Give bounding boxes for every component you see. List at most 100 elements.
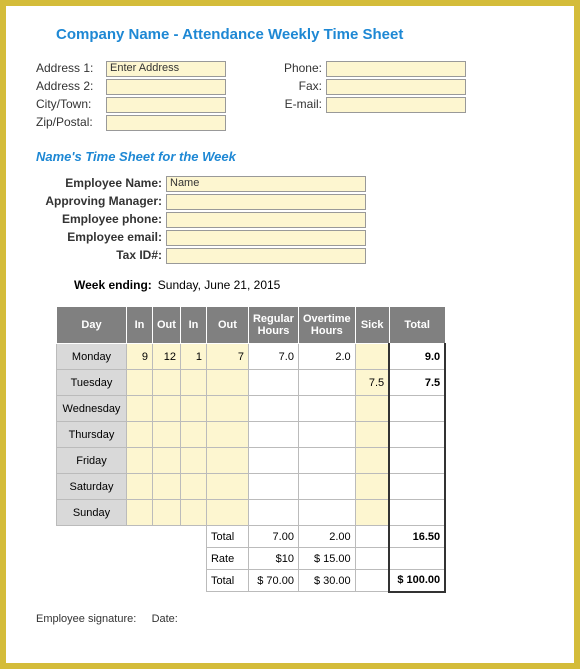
manager-input[interactable]	[166, 194, 366, 210]
out1-cell[interactable]	[153, 396, 181, 422]
out2-cell[interactable]: 7	[206, 344, 248, 370]
day-cell: Monday	[57, 344, 127, 370]
timesheet-page: Company Name - Attendance Weekly Time Sh…	[0, 0, 580, 669]
th-out2: Out	[206, 307, 248, 344]
th-out1: Out	[153, 307, 181, 344]
address1-input[interactable]: Enter Address	[106, 61, 226, 77]
fax-input[interactable]	[326, 79, 466, 95]
reg-cell	[248, 448, 298, 474]
emp-phone-label: Employee phone:	[36, 212, 166, 228]
sick-cell[interactable]	[355, 474, 389, 500]
table-header-row: Day In Out In Out Regular Hours Overtime…	[57, 307, 446, 344]
table-row: Monday912177.02.09.0	[57, 344, 446, 370]
week-ending-row: Week ending: Sunday, June 21, 2015	[74, 278, 544, 292]
tax-input[interactable]	[166, 248, 366, 264]
sum-rate-label: Rate	[206, 548, 248, 570]
out1-cell[interactable]	[153, 422, 181, 448]
out1-cell[interactable]	[153, 448, 181, 474]
in1-cell[interactable]	[127, 370, 153, 396]
out1-cell[interactable]	[153, 500, 181, 526]
week-ending-label: Week ending:	[74, 278, 152, 292]
th-sick: Sick	[355, 307, 389, 344]
in1-cell[interactable]	[127, 396, 153, 422]
email-input[interactable]	[326, 97, 466, 113]
fax-label: Fax:	[276, 79, 326, 95]
row-total-cell	[389, 396, 445, 422]
in2-cell[interactable]	[180, 474, 206, 500]
row-total-cell	[389, 422, 445, 448]
reg-cell	[248, 422, 298, 448]
summary-grand-row: Total $ 70.00 $ 30.00 $ 100.00	[57, 570, 446, 592]
tax-label: Tax ID#:	[36, 248, 166, 264]
ot-cell	[298, 448, 355, 474]
address1-label: Address 1:	[36, 61, 106, 77]
emp-email-label: Employee email:	[36, 230, 166, 246]
signature-row: Employee signature: Date:	[36, 613, 178, 625]
ot-cell	[298, 422, 355, 448]
in2-cell[interactable]	[180, 370, 206, 396]
th-in1: In	[127, 307, 153, 344]
in2-cell[interactable]: 1	[180, 344, 206, 370]
day-cell: Friday	[57, 448, 127, 474]
in1-cell[interactable]	[127, 448, 153, 474]
in2-cell[interactable]	[180, 500, 206, 526]
ot-cell	[298, 500, 355, 526]
phone-input[interactable]	[326, 61, 466, 77]
zip-input[interactable]	[106, 115, 226, 131]
sum-rate-all	[389, 548, 445, 570]
address2-label: Address 2:	[36, 79, 106, 95]
address2-input[interactable]	[106, 79, 226, 95]
in2-cell[interactable]	[180, 448, 206, 474]
out2-cell[interactable]	[206, 370, 248, 396]
in2-cell[interactable]	[180, 396, 206, 422]
sum-grand-label: Total	[206, 570, 248, 592]
sum-rate-ot: $ 15.00	[298, 548, 355, 570]
city-label: City/Town:	[36, 97, 106, 113]
in1-cell[interactable]	[127, 474, 153, 500]
out1-cell[interactable]	[153, 474, 181, 500]
day-cell: Saturday	[57, 474, 127, 500]
summary-total-row: Total 7.00 2.00 16.50	[57, 526, 446, 548]
out2-cell[interactable]	[206, 422, 248, 448]
out2-cell[interactable]	[206, 448, 248, 474]
out2-cell[interactable]	[206, 474, 248, 500]
out1-cell[interactable]	[153, 370, 181, 396]
sum-grand-ot: $ 30.00	[298, 570, 355, 592]
sick-cell[interactable]	[355, 448, 389, 474]
in1-cell[interactable]: 9	[127, 344, 153, 370]
ot-cell	[298, 396, 355, 422]
signature-label: Employee signature:	[36, 613, 136, 625]
phone-label: Phone:	[276, 61, 326, 77]
sum-total-label: Total	[206, 526, 248, 548]
in2-cell[interactable]	[180, 422, 206, 448]
sick-cell[interactable]	[355, 344, 389, 370]
reg-cell	[248, 396, 298, 422]
th-day: Day	[57, 307, 127, 344]
out2-cell[interactable]	[206, 396, 248, 422]
sum-grand-sick	[355, 570, 389, 592]
ot-cell	[298, 474, 355, 500]
emp-name-input[interactable]: Name	[166, 176, 366, 192]
email-label: E-mail:	[276, 97, 326, 113]
row-total-cell	[389, 448, 445, 474]
out2-cell[interactable]	[206, 500, 248, 526]
sum-rate-sick	[355, 548, 389, 570]
out1-cell[interactable]: 12	[153, 344, 181, 370]
page-title: Company Name - Attendance Weekly Time Sh…	[56, 26, 544, 43]
th-in2: In	[180, 307, 206, 344]
emp-phone-input[interactable]	[166, 212, 366, 228]
in1-cell[interactable]	[127, 500, 153, 526]
day-cell: Wednesday	[57, 396, 127, 422]
sum-grand-all: $ 100.00	[389, 570, 445, 592]
sick-cell[interactable]	[355, 500, 389, 526]
sick-cell[interactable]	[355, 422, 389, 448]
row-total-cell	[389, 500, 445, 526]
in1-cell[interactable]	[127, 422, 153, 448]
city-input[interactable]	[106, 97, 226, 113]
emp-email-input[interactable]	[166, 230, 366, 246]
sick-cell[interactable]: 7.5	[355, 370, 389, 396]
table-row: Saturday	[57, 474, 446, 500]
manager-label: Approving Manager:	[36, 194, 166, 210]
sick-cell[interactable]	[355, 396, 389, 422]
th-regular: Regular Hours	[248, 307, 298, 344]
